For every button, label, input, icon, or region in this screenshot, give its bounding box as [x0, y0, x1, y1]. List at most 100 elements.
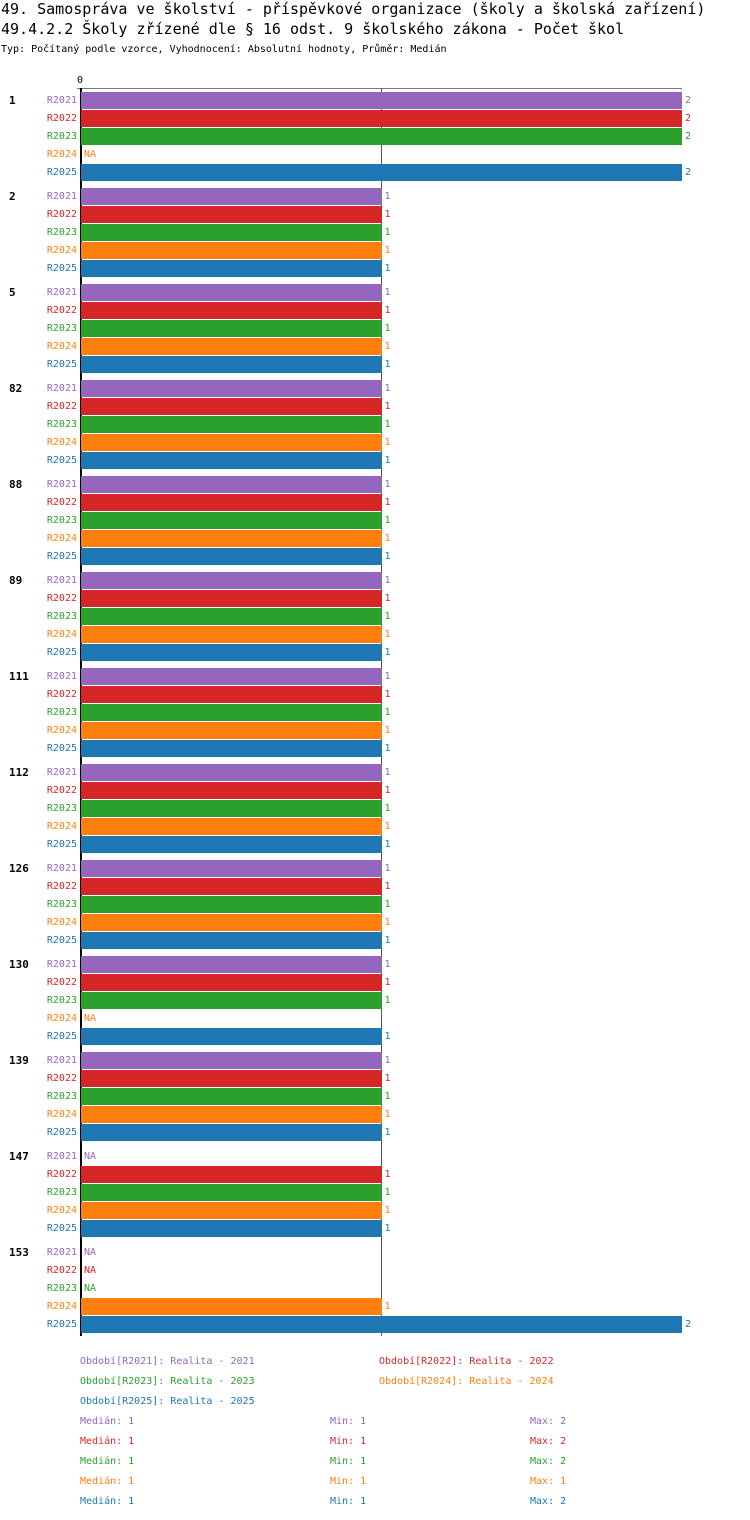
value-label: 1 — [384, 1169, 391, 1180]
value-label: 1 — [384, 707, 391, 718]
value-label: 1 — [384, 1301, 391, 1312]
series-label: R2024 — [46, 1013, 77, 1024]
bar — [81, 608, 382, 625]
value-label: 1 — [384, 725, 391, 736]
value-label: 1 — [384, 401, 391, 412]
bar — [81, 260, 382, 277]
series-label: R2022 — [46, 689, 77, 700]
bar — [81, 1052, 382, 1069]
series-label: R2024 — [46, 245, 77, 256]
median-stat: Medián: 1 — [80, 1476, 135, 1487]
value-label: 1 — [384, 383, 391, 394]
x-tick-label: 0 — [77, 75, 84, 86]
value-label: 1 — [384, 479, 391, 490]
bar — [81, 686, 382, 703]
series-label: R2022 — [46, 593, 77, 604]
series-label: R2021 — [46, 383, 77, 394]
series-label: R2025 — [46, 359, 77, 370]
value-label: 1 — [384, 743, 391, 754]
value-label: 1 — [384, 323, 391, 334]
series-label: R2024 — [46, 821, 77, 832]
bar — [81, 1088, 382, 1105]
value-label: 1 — [384, 1205, 391, 1216]
chart-meta: Typ: Počítaný podle vzorce, Vyhodnocení:… — [1, 44, 447, 55]
value-label: 1 — [384, 899, 391, 910]
bar — [81, 956, 382, 973]
series-label: R2022 — [46, 881, 77, 892]
chart-subtitle: 49.4.2.2 Školy zřízené dle § 16 odst. 9 … — [1, 20, 625, 38]
bar — [81, 722, 382, 739]
series-label: R2025 — [46, 839, 77, 850]
value-label: 1 — [384, 575, 391, 586]
value-label: 1 — [384, 611, 391, 622]
value-label: 1 — [384, 629, 391, 640]
legend-item: Období[R2021]: Realita - 2021 — [80, 1356, 255, 1367]
group-label: 5 — [9, 286, 16, 299]
value-label: 1 — [384, 1091, 391, 1102]
legend-item: Období[R2025]: Realita - 2025 — [80, 1396, 255, 1407]
bar — [81, 896, 382, 913]
series-label: R2021 — [46, 671, 77, 682]
value-label: 1 — [384, 959, 391, 970]
group-label: 153 — [9, 1246, 29, 1259]
max-stat: Max: 2 — [530, 1436, 567, 1447]
bar — [81, 668, 382, 685]
series-label: R2021 — [46, 1247, 77, 1258]
series-label: R2024 — [46, 341, 77, 352]
bar — [81, 530, 382, 547]
bar — [81, 284, 382, 301]
series-label: R2023 — [46, 1187, 77, 1198]
value-label: 1 — [384, 455, 391, 466]
median-stat: Medián: 1 — [80, 1436, 135, 1447]
bar — [81, 1316, 682, 1333]
group-label: 82 — [9, 382, 23, 395]
group-label: 1 — [9, 94, 16, 107]
series-label: R2021 — [46, 1055, 77, 1066]
group-label: 111 — [9, 670, 29, 683]
bar — [81, 1070, 382, 1087]
value-label: 1 — [384, 689, 391, 700]
series-label: R2021 — [46, 287, 77, 298]
bar — [81, 914, 382, 931]
median-stat: Medián: 1 — [80, 1456, 135, 1467]
series-label: R2022 — [46, 209, 77, 220]
value-label: 1 — [384, 767, 391, 778]
value-label: 1 — [384, 437, 391, 448]
series-label: R2021 — [46, 191, 77, 202]
bar — [81, 128, 682, 145]
min-stat: Min: 1 — [330, 1436, 367, 1447]
legend-item: Období[R2023]: Realita - 2023 — [80, 1376, 255, 1387]
bar — [81, 764, 382, 781]
legend-item: Období[R2022]: Realita - 2022 — [379, 1356, 554, 1367]
bar — [81, 188, 382, 205]
value-label: 1 — [384, 551, 391, 562]
series-label: R2023 — [46, 803, 77, 814]
series-label: R2025 — [46, 1319, 77, 1330]
series-label: R2024 — [46, 1205, 77, 1216]
series-label: R2021 — [46, 479, 77, 490]
series-label: R2024 — [46, 437, 77, 448]
series-label: R2025 — [46, 455, 77, 466]
bar — [81, 590, 382, 607]
bar — [81, 1184, 382, 1201]
bar — [81, 992, 382, 1009]
bar — [81, 206, 382, 223]
bar-chart: 0 1 R2021 2 R2022 2 R2023 2 R2024 NA R2025 2 2 R2021 1… — [9, 75, 692, 1336]
series-label: R2025 — [46, 1127, 77, 1138]
bar — [81, 338, 382, 355]
bar — [81, 416, 382, 433]
bar — [81, 782, 382, 799]
bar — [81, 572, 382, 589]
bar — [81, 398, 382, 415]
series-label: R2022 — [46, 401, 77, 412]
bar — [81, 1028, 382, 1045]
value-label: 1 — [384, 1187, 391, 1198]
bar — [81, 974, 382, 991]
value-label: 2 — [685, 131, 692, 142]
value-label: 2 — [685, 1319, 692, 1330]
group-label: 112 — [9, 766, 29, 779]
value-label: 1 — [384, 227, 391, 238]
value-label: 1 — [384, 671, 391, 682]
value-label: 2 — [685, 95, 692, 106]
series-label: R2022 — [46, 1169, 77, 1180]
